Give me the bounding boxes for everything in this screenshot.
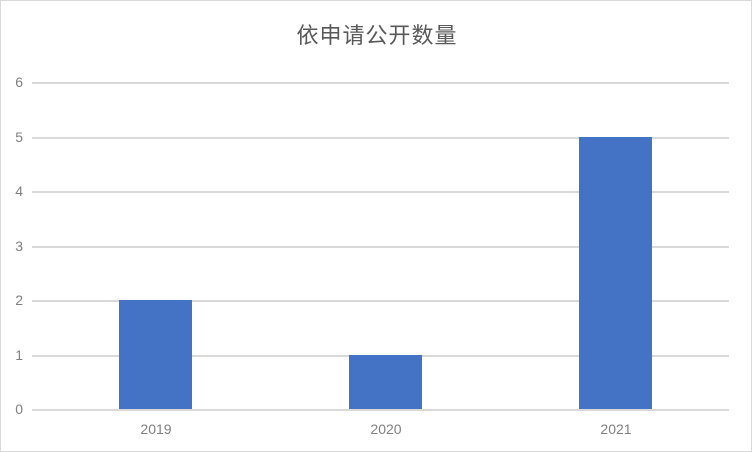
bar-2019 bbox=[119, 300, 192, 409]
y-tick-label: 6 bbox=[15, 74, 23, 90]
bar-2021 bbox=[579, 136, 652, 409]
gridline bbox=[32, 245, 729, 248]
y-tick-label: 1 bbox=[15, 346, 23, 363]
y-axis: 6 5 4 3 2 1 0 bbox=[1, 75, 23, 416]
x-tick-label-2019: 2019 bbox=[140, 421, 172, 437]
x-axis-line bbox=[32, 409, 729, 411]
y-tick-label: 2 bbox=[15, 292, 23, 308]
x-tick-label-2020: 2020 bbox=[370, 421, 402, 437]
gridline bbox=[32, 136, 729, 139]
y-tick-label: 4 bbox=[15, 183, 23, 199]
x-tick-label-2021: 2021 bbox=[600, 421, 632, 437]
bar-2020 bbox=[349, 354, 422, 409]
gridline bbox=[32, 300, 729, 302]
chart-title: 依申请公开数量 bbox=[296, 23, 458, 48]
y-tick-label: 3 bbox=[15, 237, 23, 254]
plot-area bbox=[32, 82, 729, 411]
gridline bbox=[32, 82, 729, 84]
y-tick-label: 0 bbox=[15, 401, 23, 417]
y-tick-label: 5 bbox=[15, 128, 23, 145]
gridline bbox=[32, 191, 729, 193]
